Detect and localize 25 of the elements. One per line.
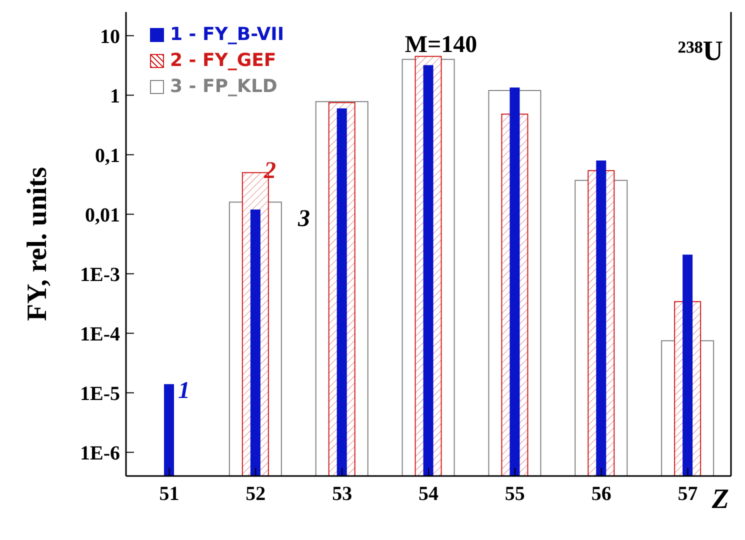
legend-label: 2 - FY_GEF [170,49,276,73]
y-tick-label: 0,01 [85,204,120,226]
y-tick-label: 1 [110,85,120,108]
y-tick-label: 1E-5 [80,382,120,405]
x-tick-label: 54 [418,483,438,506]
y-tick-label: 1E-4 [80,323,120,346]
y-axis-title: FY, rel. units [22,166,53,322]
x-tick-label: 51 [159,483,180,506]
annotation: 1 [178,378,190,404]
y-tick-label: 10 [100,26,120,48]
legend-label: 3 - FP_KLD [170,75,278,99]
y-tick-label: 0,1 [95,144,120,167]
annotation: ²³⁸U [678,36,723,67]
x-tick-label: 57 [678,483,698,506]
x-tick-label: 56 [591,483,612,506]
x-tick-label: 55 [504,483,525,506]
y-tick-label: 1E-3 [80,264,120,286]
annotation: 3 [297,206,310,232]
x-axis-title: Z [710,484,729,515]
y-tick-label: 1E-6 [80,442,120,464]
x-tick-label: 53 [332,483,352,506]
annotation: 2 [263,158,276,184]
x-tick-label: 52 [246,483,266,506]
legend-label: 1 - FY_B-VII [170,23,284,47]
text: M=140 [404,32,478,58]
